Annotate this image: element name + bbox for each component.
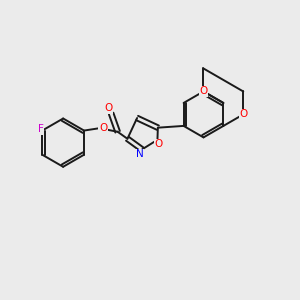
Text: N: N (136, 149, 144, 159)
Text: O: O (200, 86, 208, 97)
Text: O: O (99, 123, 107, 133)
Text: O: O (239, 110, 248, 119)
Text: O: O (104, 103, 112, 113)
Text: O: O (155, 139, 163, 149)
Text: F: F (38, 124, 44, 134)
